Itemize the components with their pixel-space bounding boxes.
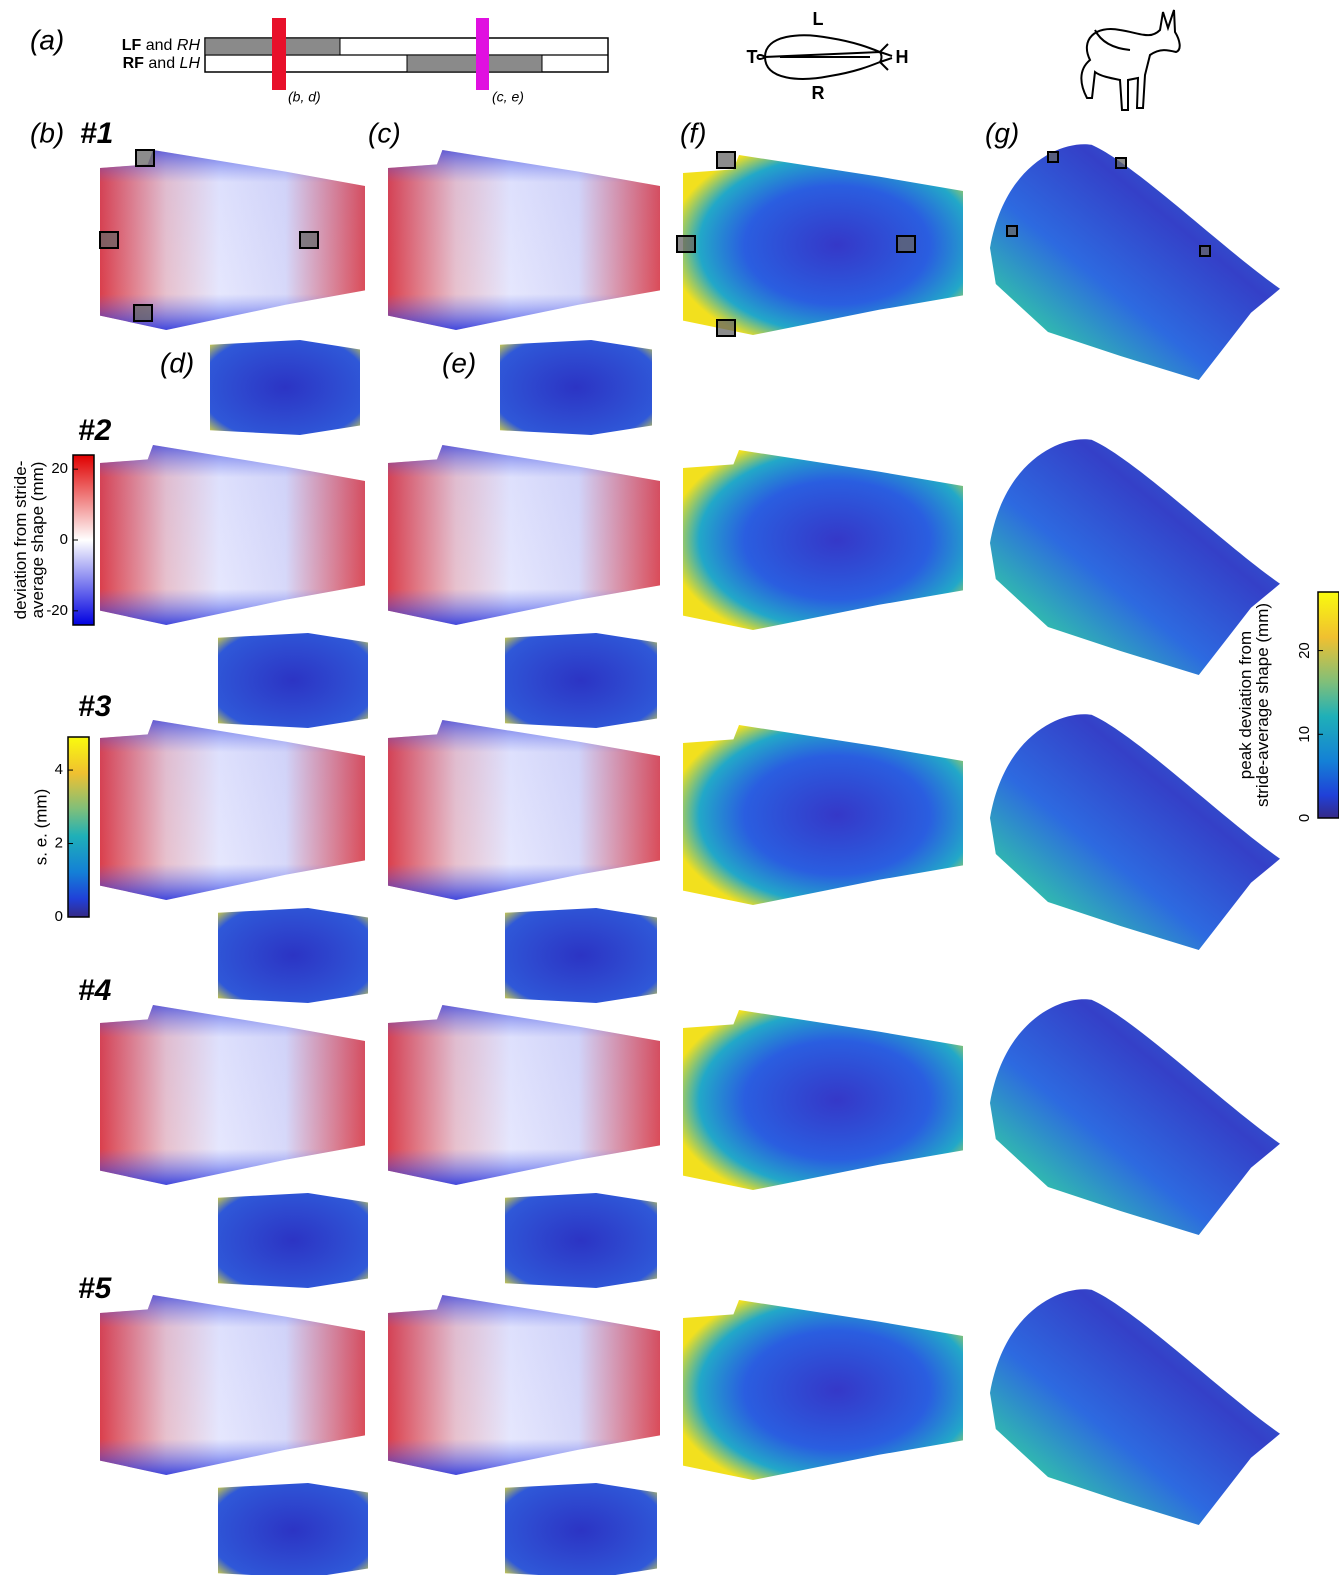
- region-marker: [134, 305, 152, 321]
- region-marker: [717, 320, 735, 336]
- orientation-label: R: [812, 83, 825, 103]
- se-map: [210, 340, 360, 435]
- colorbar-tick-label: 20: [1296, 642, 1313, 659]
- panels: [100, 144, 1280, 1575]
- deviation-map-overlay: [100, 1295, 365, 1475]
- region-marker: [717, 152, 735, 168]
- colorbar-label: s. e. (mm): [31, 789, 50, 866]
- se-map: [218, 633, 368, 728]
- se-map: [505, 633, 657, 728]
- colorbar: [68, 737, 89, 917]
- peak-map: [683, 1010, 963, 1190]
- peak-map: [683, 155, 963, 335]
- gait-row-label: LF and RH: [122, 37, 201, 54]
- panel-label: (f): [680, 117, 706, 148]
- time-marker: [272, 18, 286, 90]
- panel-label: (a): [30, 24, 64, 55]
- deviation-map-overlay: [100, 150, 365, 330]
- gait-row-label: RF and LH: [123, 55, 201, 72]
- peak-surface: [990, 1289, 1280, 1525]
- deviation-map-overlay: [388, 445, 660, 625]
- row-label: #4: [78, 974, 112, 1007]
- row-label: #3: [78, 690, 112, 723]
- deviation-map-overlay: [388, 1295, 660, 1475]
- time-marker: [476, 18, 489, 90]
- region-marker: [1007, 226, 1017, 236]
- region-marker: [100, 232, 118, 248]
- marker-label: (b, d): [288, 89, 321, 105]
- se-map: [500, 340, 652, 435]
- colorbar-tick-label: 4: [55, 761, 63, 778]
- se-map: [505, 908, 657, 1003]
- colorbar-label: stride-average shape (mm): [1253, 603, 1272, 807]
- colorbar-tick-label: 0: [1296, 814, 1313, 822]
- peak-map: [683, 1300, 963, 1480]
- se-map: [218, 1193, 368, 1288]
- orientation-label: T: [747, 47, 758, 67]
- deviation-map-overlay: [100, 1005, 365, 1185]
- peak-surface: [990, 144, 1280, 380]
- limb: RF: [123, 55, 145, 72]
- region-marker: [897, 236, 915, 252]
- region-marker: [1048, 152, 1058, 162]
- peak-map: [683, 450, 963, 630]
- region-marker: [136, 150, 154, 166]
- limb: LF: [122, 37, 142, 54]
- horse-icon: [1081, 10, 1179, 110]
- se-map: [505, 1193, 657, 1288]
- region-marker: [1116, 158, 1126, 168]
- stance-bar: [407, 55, 542, 72]
- marker-label: (c, e): [492, 89, 524, 105]
- peak-surface: [990, 999, 1280, 1235]
- panel-label: (e): [442, 347, 476, 378]
- limb: RH: [177, 37, 201, 54]
- conj: and: [146, 37, 173, 54]
- region-marker: [677, 236, 695, 252]
- deviation-map-overlay: [388, 720, 660, 900]
- deviation-map-overlay: [100, 720, 365, 900]
- panel-label: (g): [985, 117, 1019, 148]
- orientation-label: L: [813, 9, 824, 29]
- peak-map: [683, 725, 963, 905]
- colorbar-tick-label: -20: [46, 602, 68, 619]
- conj: and: [148, 55, 175, 72]
- row-label: #2: [78, 414, 112, 447]
- panel-label: (c): [368, 117, 401, 148]
- deviation-map-overlay: [388, 150, 660, 330]
- limb: LH: [180, 55, 201, 72]
- colorbar-tick-label: 20: [51, 460, 68, 477]
- se-map: [505, 1483, 657, 1575]
- colorbar-tick-label: 0: [60, 531, 68, 548]
- panel-label: (d): [160, 347, 194, 378]
- region-marker: [300, 232, 318, 248]
- orientation-label: H: [896, 47, 909, 67]
- colorbar-label: average shape (mm): [28, 462, 47, 619]
- orientation-glyph: [758, 35, 893, 79]
- region-marker: [1200, 246, 1210, 256]
- colorbar: [1318, 592, 1339, 818]
- row-label: #5: [78, 1272, 113, 1305]
- se-map: [218, 908, 368, 1003]
- deviation-map-overlay: [388, 1005, 660, 1185]
- deviation-map-overlay: [100, 445, 365, 625]
- panel-label: (b): [30, 117, 64, 148]
- colorbar-tick-label: 0: [55, 908, 63, 925]
- row-label: #1: [80, 117, 113, 150]
- figure: (a) LF and RH RF and LH (b, d) (c, e) L …: [0, 0, 1339, 1575]
- se-map: [218, 1483, 368, 1575]
- colorbar-tick-label: 2: [55, 834, 63, 851]
- colorbar-tick-label: 10: [1296, 726, 1313, 743]
